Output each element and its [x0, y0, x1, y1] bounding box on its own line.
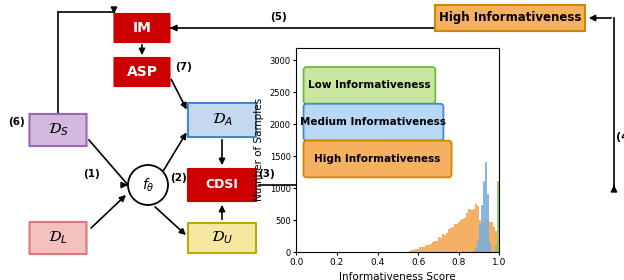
FancyBboxPatch shape [188, 169, 256, 201]
FancyBboxPatch shape [188, 103, 256, 137]
Bar [448, 229, 450, 252]
Bar [426, 246, 427, 252]
Bar [450, 228, 452, 252]
Bar [454, 224, 456, 252]
Bar [480, 222, 483, 252]
Bar [438, 237, 440, 252]
Bar [489, 243, 491, 252]
Bar [427, 245, 429, 252]
Bar [479, 224, 480, 252]
Text: (5): (5) [270, 12, 287, 22]
Bar [415, 249, 417, 252]
Text: (3): (3) [258, 169, 275, 179]
Bar [480, 205, 483, 252]
Text: $\mathcal{D}_A$: $\mathcal{D}_A$ [212, 112, 233, 128]
Bar [485, 162, 487, 252]
Bar [495, 231, 497, 252]
Bar [461, 220, 462, 252]
Bar [458, 222, 461, 252]
Bar [411, 250, 413, 252]
Bar [419, 247, 421, 252]
Circle shape [128, 165, 168, 205]
Text: High Informativeness: High Informativeness [439, 11, 581, 25]
Bar [464, 218, 466, 252]
Bar [462, 219, 464, 252]
Bar [477, 206, 479, 252]
X-axis label: Informativeness Score: Informativeness Score [339, 272, 456, 280]
Bar [483, 181, 485, 252]
Text: (7): (7) [175, 62, 192, 72]
Text: IM: IM [132, 21, 152, 35]
Bar [497, 181, 499, 252]
Bar [440, 238, 442, 252]
Text: $\mathcal{D}_U$: $\mathcal{D}_U$ [211, 230, 233, 246]
Text: (6): (6) [8, 117, 25, 127]
Bar [452, 227, 454, 252]
Bar [421, 247, 424, 252]
Text: CDSI: CDSI [205, 179, 238, 192]
FancyBboxPatch shape [435, 5, 585, 31]
Bar [409, 251, 411, 252]
Bar [485, 219, 487, 252]
Bar [477, 241, 479, 252]
FancyBboxPatch shape [188, 223, 256, 253]
Bar [444, 235, 446, 252]
FancyBboxPatch shape [114, 14, 170, 42]
Bar [497, 239, 499, 252]
Bar [479, 220, 480, 252]
Bar [487, 220, 489, 252]
Bar [469, 209, 470, 252]
FancyBboxPatch shape [303, 141, 452, 178]
Bar [442, 234, 444, 252]
Bar [493, 227, 495, 252]
Bar [475, 204, 477, 252]
Bar [475, 248, 477, 252]
Text: ASP: ASP [127, 65, 157, 79]
Bar [489, 222, 491, 252]
Bar [446, 233, 448, 252]
Bar [432, 242, 434, 252]
Bar [487, 194, 489, 252]
Text: (4): (4) [616, 132, 624, 142]
Text: (2): (2) [170, 173, 187, 183]
Text: Medium Informativeness: Medium Informativeness [301, 117, 446, 127]
Bar [413, 251, 415, 252]
Bar [424, 247, 426, 252]
Bar [495, 245, 497, 252]
Bar [483, 222, 485, 252]
Bar [436, 241, 438, 252]
FancyBboxPatch shape [29, 114, 87, 146]
Bar [417, 249, 419, 252]
FancyBboxPatch shape [303, 104, 444, 141]
Text: High Informativeness: High Informativeness [314, 154, 441, 164]
Bar [456, 224, 458, 252]
FancyBboxPatch shape [114, 58, 170, 86]
Text: $\mathcal{D}_L$: $\mathcal{D}_L$ [48, 230, 68, 246]
Text: Low Informativeness: Low Informativeness [308, 80, 431, 90]
Text: $f_\theta$: $f_\theta$ [142, 176, 154, 194]
Bar [429, 244, 432, 252]
Bar [470, 210, 472, 252]
Bar [472, 251, 475, 252]
Bar [491, 222, 493, 252]
FancyBboxPatch shape [303, 67, 436, 104]
Text: (1): (1) [83, 169, 100, 179]
Bar [466, 213, 469, 252]
Bar [472, 209, 475, 252]
Bar [434, 241, 436, 252]
Y-axis label: Number of Samples: Number of Samples [254, 98, 264, 201]
Text: $\mathcal{D}_S$: $\mathcal{D}_S$ [47, 122, 69, 138]
FancyBboxPatch shape [29, 222, 87, 254]
